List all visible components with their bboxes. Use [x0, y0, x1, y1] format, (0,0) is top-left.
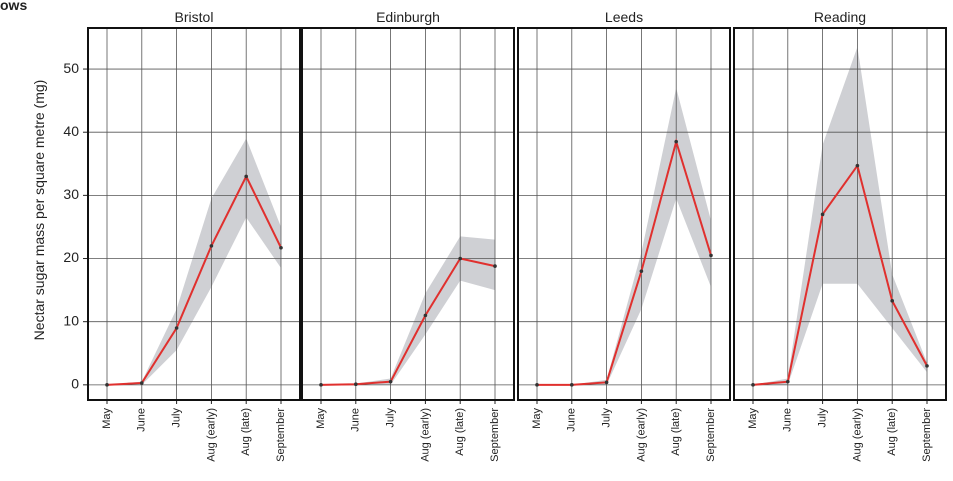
x-tick-label: Aug (late)	[454, 408, 466, 456]
x-tick-label: Aug (late)	[886, 408, 898, 456]
data-line	[106, 174, 282, 386]
x-tick-label: Aug (late)	[670, 408, 682, 456]
confidence-band	[753, 46, 927, 385]
y-axis-label: Nectar sugar mass per square metre (mg)	[31, 80, 47, 341]
x-tick-label: Aug (early)	[635, 408, 647, 462]
data-line	[752, 163, 928, 386]
data-point	[458, 256, 463, 261]
data-point	[535, 383, 539, 387]
x-tick-label: September	[275, 408, 287, 462]
data-point	[209, 244, 214, 248]
data-point	[423, 313, 428, 318]
data-point	[493, 264, 497, 268]
panel-frame	[301, 27, 515, 401]
y-tick-label: 0	[71, 376, 79, 392]
panel-frame	[87, 27, 301, 401]
data-point	[570, 383, 574, 387]
x-tick-label: July	[171, 408, 183, 428]
data-point	[244, 174, 248, 179]
data-point	[786, 379, 790, 384]
confidence-band	[107, 138, 281, 385]
panel-frame	[517, 27, 731, 401]
x-tick-label: Aug (early)	[851, 408, 863, 462]
data-point	[174, 326, 179, 330]
panel-title: Bristol	[175, 9, 214, 25]
data-point	[751, 383, 755, 387]
data-point	[279, 245, 283, 250]
y-tick-label: 40	[63, 123, 79, 139]
data-point	[354, 382, 358, 387]
data-point	[140, 381, 144, 385]
x-tick-label: Aug (early)	[419, 408, 431, 462]
panel-title: Reading	[814, 9, 866, 25]
data-point	[388, 379, 393, 384]
x-tick-label: May	[747, 408, 759, 429]
x-tick-label: September	[489, 408, 501, 462]
y-tick-label: 50	[63, 60, 79, 76]
panel-title: Edinburgh	[376, 9, 440, 25]
data-point	[674, 139, 678, 144]
y-tick-label: 30	[63, 186, 79, 202]
y-tick-label: 10	[63, 312, 79, 328]
y-tick-label: 20	[63, 249, 79, 265]
cut-title: ows	[0, 0, 27, 13]
data-point	[105, 383, 109, 387]
x-tick-label: Aug (early)	[205, 408, 217, 462]
x-tick-label: July	[601, 408, 613, 428]
data-point	[639, 269, 644, 273]
x-tick-label: Aug (late)	[240, 408, 252, 456]
x-tick-label: May	[315, 408, 327, 429]
x-tick-label: September	[921, 408, 933, 462]
x-tick-label: May	[531, 408, 543, 429]
data-point	[925, 364, 929, 368]
data-point	[855, 163, 860, 168]
x-tick-label: May	[101, 408, 113, 429]
data-point	[604, 380, 609, 385]
confidence-band	[537, 88, 711, 385]
x-tick-label: June	[782, 408, 794, 432]
panel-frame	[733, 27, 947, 401]
data-point	[319, 383, 323, 387]
x-tick-label: June	[350, 408, 362, 432]
data-point	[890, 299, 894, 303]
panel-title: Leeds	[605, 9, 643, 25]
x-tick-label: July	[385, 408, 397, 428]
x-tick-label: July	[817, 408, 829, 428]
x-tick-label: June	[136, 408, 148, 432]
data-point	[820, 212, 825, 217]
data-point	[709, 253, 713, 258]
data-line	[320, 257, 496, 386]
data-line	[537, 138, 712, 386]
x-tick-label: June	[566, 408, 578, 432]
x-tick-label: September	[705, 408, 717, 462]
